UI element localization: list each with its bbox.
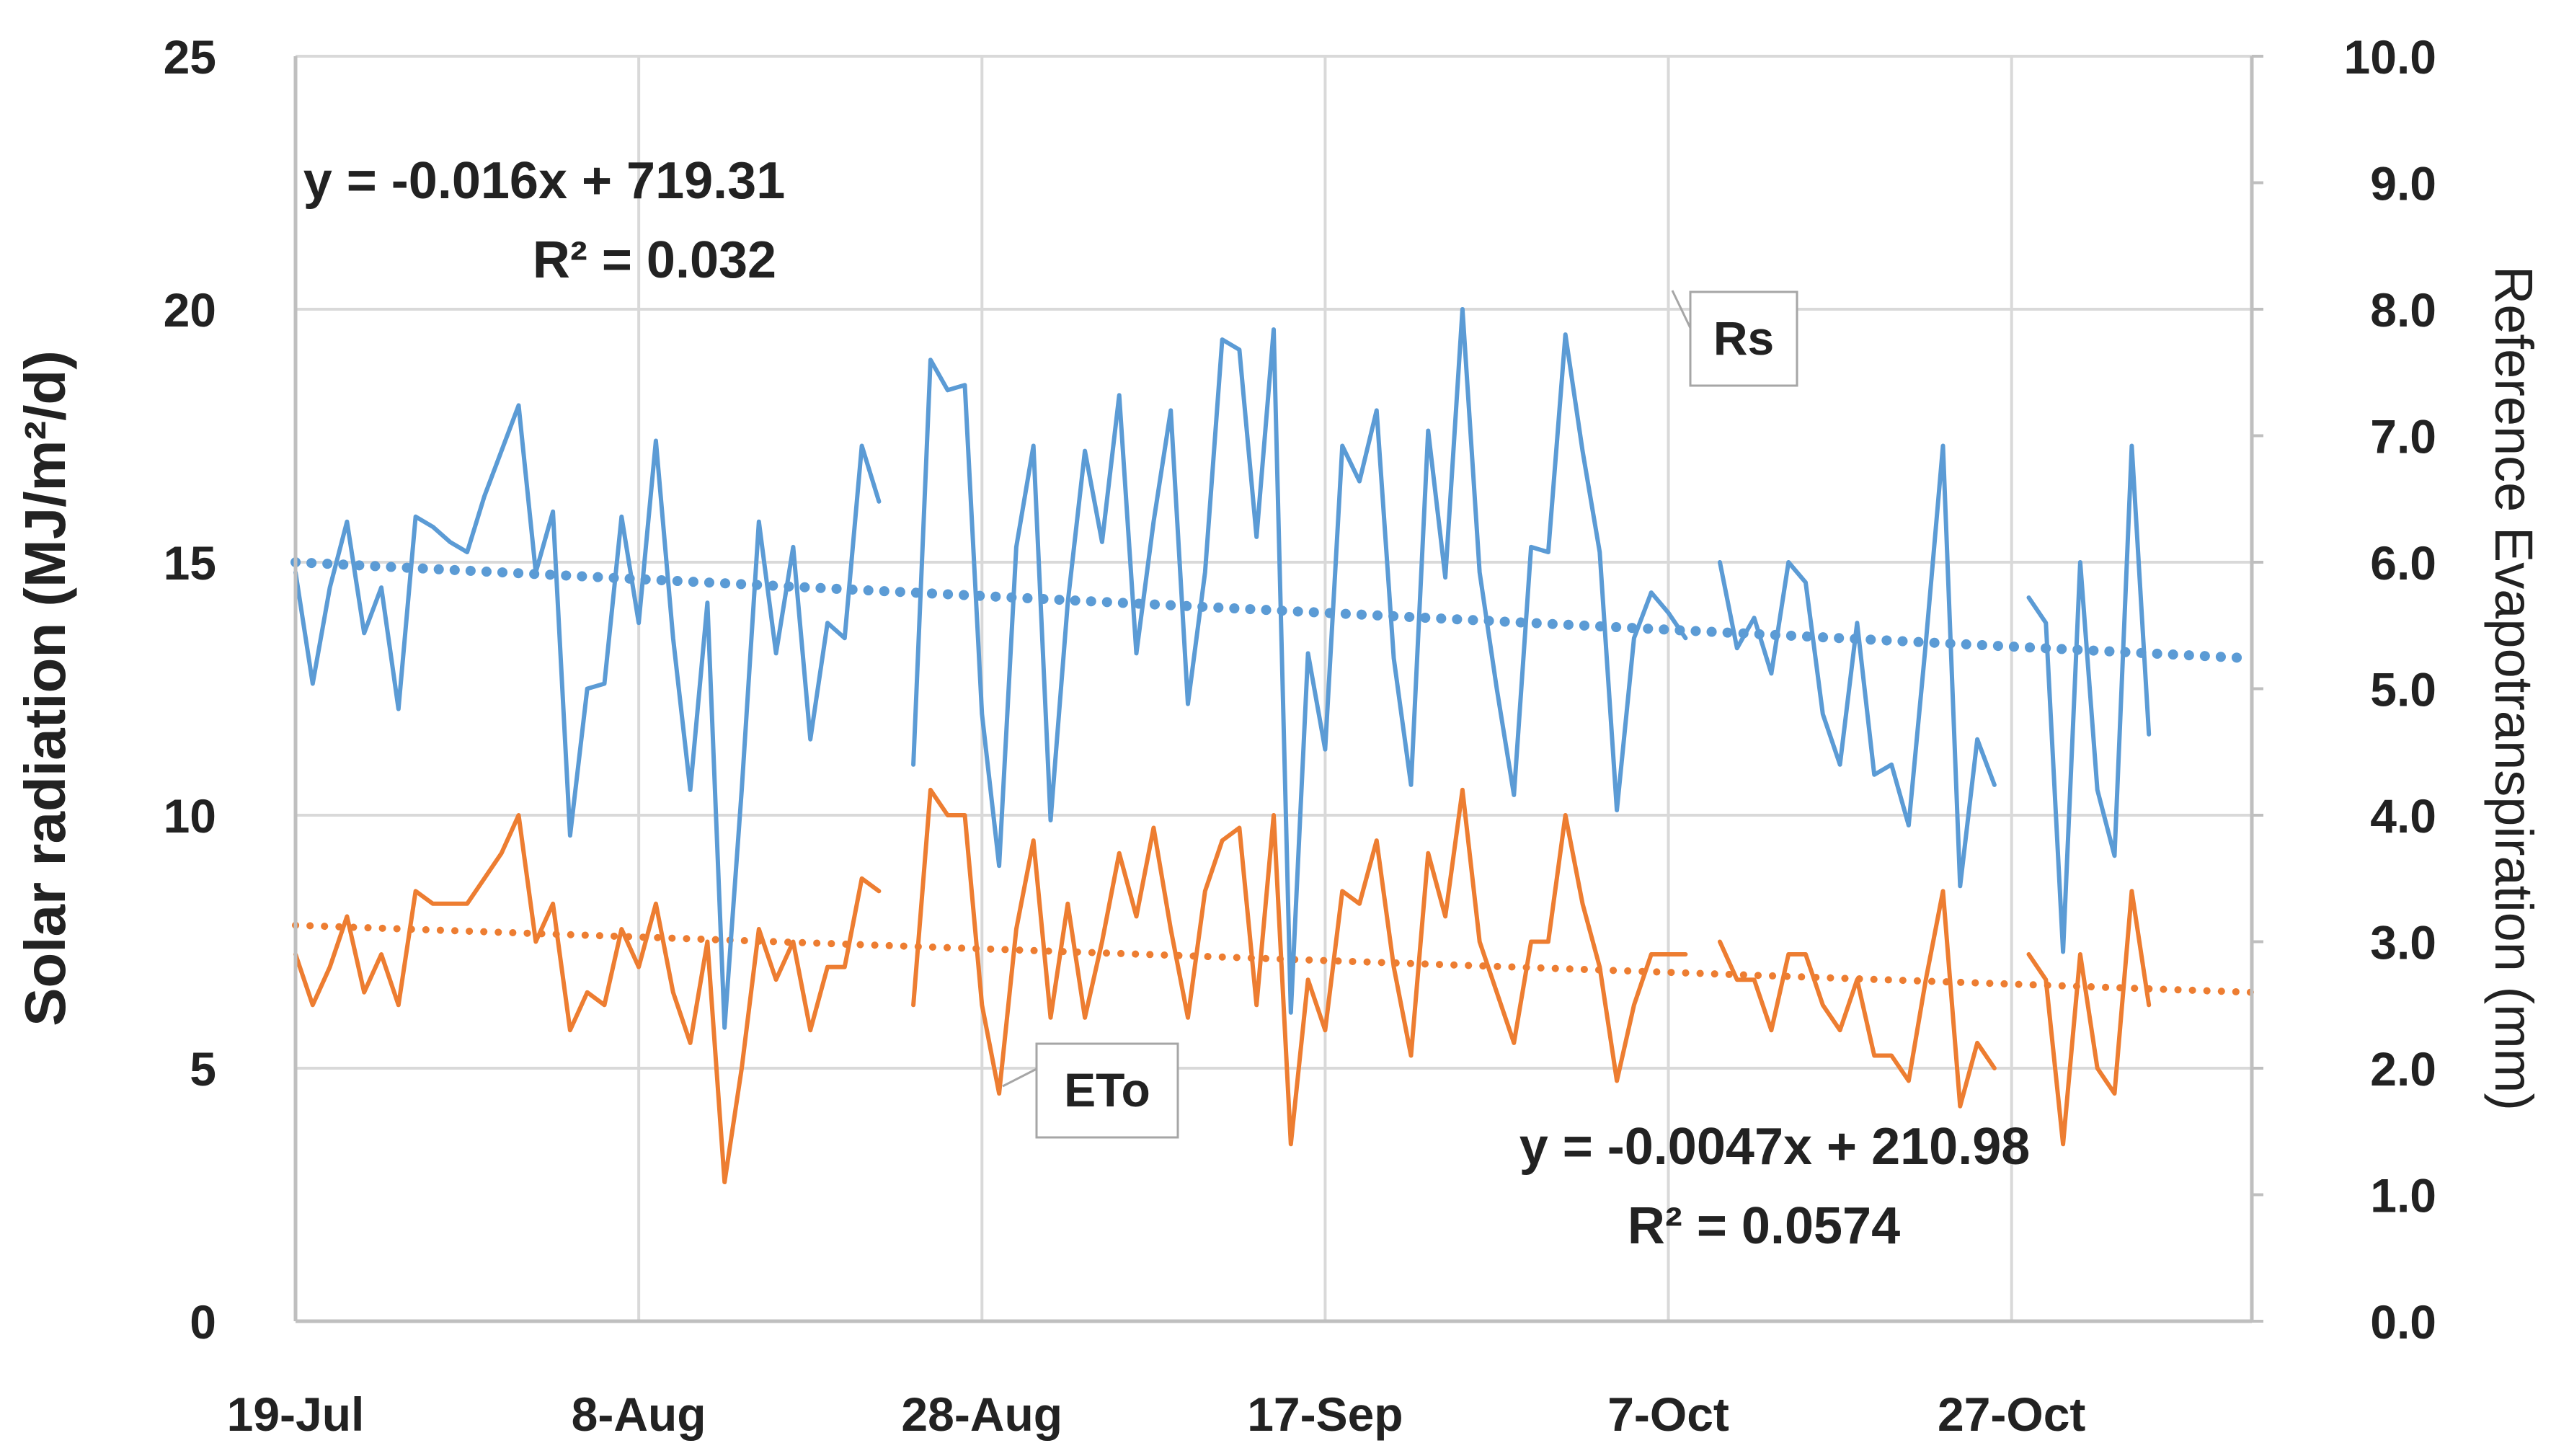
left-tick-label: 0 [190,1295,216,1349]
eto-trend-r2: R² = 0.0574 [1628,1197,1900,1255]
right-tick-label: 5.0 [2370,663,2436,716]
rs-callout: Rs [1671,290,1798,387]
right-tick-label: 3.0 [2370,916,2436,969]
x-tick-label: 27-Oct [1938,1388,2085,1441]
series-line-eto [2026,889,2152,1147]
left-tick-label: 15 [164,536,216,590]
left-tick-label: 20 [164,283,216,337]
right-tick-label: 6.0 [2370,536,2436,590]
right-tick-label: 10.0 [2344,30,2436,84]
rs-trend-r2: R² = 0.032 [533,231,776,289]
x-tick-label: 17-Sep [1247,1388,1403,1441]
series-lines [293,307,2152,1184]
eto-callout-label: ETo [1064,1063,1150,1117]
left-axis-title: Solar radiation (MJ/m²/d) [13,350,77,1026]
right-tick-label: 9.0 [2370,157,2436,210]
series-line-rs [2026,443,2152,954]
series-line-rs [293,403,882,1030]
x-tick-label: 7-Oct [1607,1388,1729,1441]
right-tick-label: 0.0 [2370,1295,2436,1349]
series-line-rs [911,307,1688,1015]
x-tick-label: 19-Jul [227,1388,365,1441]
series-line-eto [1718,889,1997,1109]
right-tick-labels: 0.0 1.0 2.0 3.0 4.0 5.0 6.0 7.0 8.0 9.0 10.0 [2252,30,2436,1349]
left-tick-label: 5 [190,1042,216,1096]
x-tick-label: 28-Aug [901,1388,1062,1441]
rs-trend-equation: y = -0.016x + 719.31 [303,152,786,210]
right-tick-label: 1.0 [2370,1169,2436,1222]
eto-callout: ETo [1002,1042,1179,1139]
right-axis-title: Reference Evapotranspiration (mm) [2484,266,2544,1111]
right-tick-label: 8.0 [2370,283,2436,337]
series-line-eto [911,787,1688,1147]
horizontal-gridlines [296,55,2252,1070]
rs-callout-label: Rs [1713,311,1774,365]
left-tick-labels: 0 5 10 15 20 25 [164,30,216,1349]
eto-trend-equation: y = -0.0047x + 210.98 [1519,1118,2031,1176]
right-tick-label: 4.0 [2370,789,2436,843]
rs-callout-box [1689,290,1798,387]
x-tick-label: 8-Aug [572,1388,706,1441]
right-tick-label: 7.0 [2370,410,2436,463]
x-tick-labels: 19-Jul 8-Aug 28-Aug 17-Sep 7-Oct 27-Oct [227,1388,2086,1441]
right-tick-label: 2.0 [2370,1042,2436,1096]
left-tick-label: 25 [164,30,216,84]
eto-callout-box [1035,1042,1179,1139]
left-tick-label: 10 [164,789,216,843]
series-line-eto [293,813,882,1184]
series-line-rs [1718,443,1997,889]
